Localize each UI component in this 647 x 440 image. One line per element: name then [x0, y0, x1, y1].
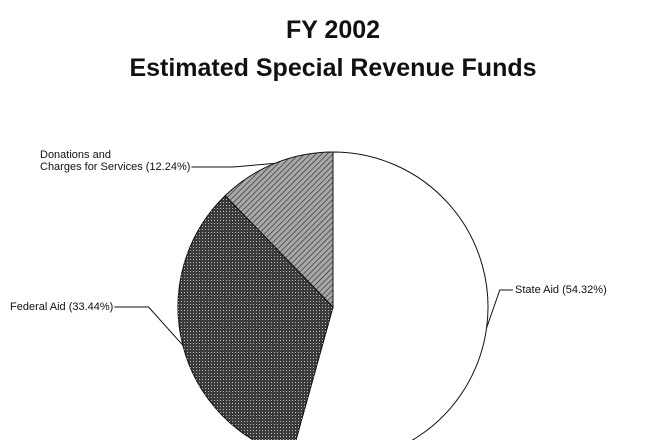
chart-title: Estimated Special Revenue Funds [129, 54, 536, 82]
value-label: (12.24%) [146, 161, 191, 173]
leader-line [191, 162, 275, 168]
slice-label: Federal Aid (33.44%) [10, 301, 113, 313]
label-line: Charges for Services [40, 161, 146, 173]
slice-texture [178, 195, 333, 440]
value-label: (33.44%) [69, 301, 114, 313]
leader-line [486, 289, 513, 329]
slice-label: Donations and Charges for Services (12.24… [40, 149, 190, 173]
slice-label: State Aid (54.32%) [515, 284, 607, 296]
label-line: State Aid [515, 284, 562, 296]
value-label: (54.32%) [562, 284, 607, 296]
slice-texture [225, 152, 333, 307]
label-line: Donations and [40, 149, 111, 161]
chart-title: FY 2002 [286, 16, 380, 44]
pie-slice [295, 151, 489, 440]
leader-line [114, 306, 184, 346]
label-line: Federal Aid [10, 301, 69, 313]
